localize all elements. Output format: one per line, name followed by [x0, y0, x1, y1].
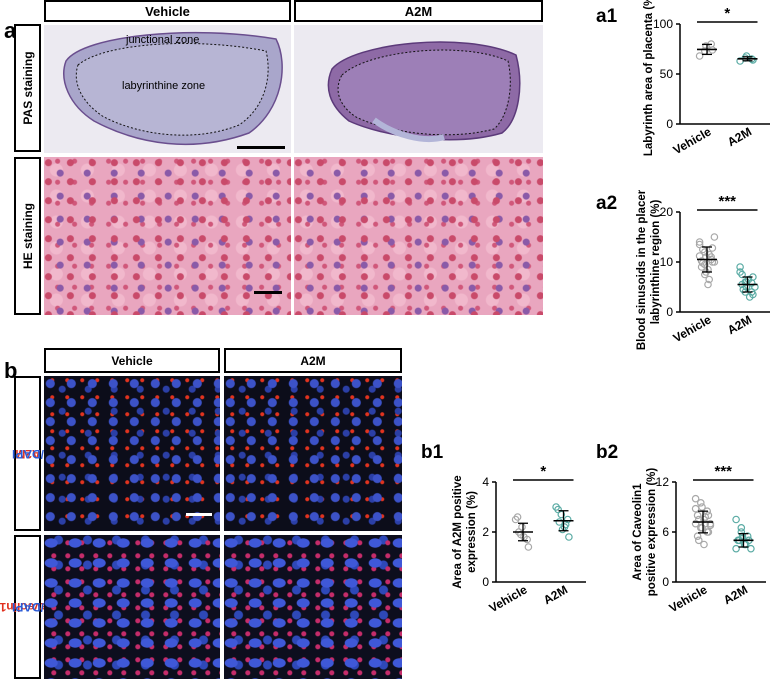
y-tick-label: 10: [660, 255, 674, 269]
data-point: [705, 275, 714, 284]
data-point: [565, 533, 573, 541]
data-point: [741, 540, 750, 549]
category-label: A2M: [725, 124, 754, 149]
category-label: Vehicle: [667, 582, 710, 615]
panel-b-row-label-caveolin1: Caveolin1/DAPI: [0, 535, 56, 679]
significance-label: *: [540, 463, 546, 480]
data-point: [693, 532, 702, 540]
a2m-dapi-a2m-image: [224, 376, 402, 531]
data-point: [749, 56, 757, 64]
significance-label: *: [724, 5, 730, 22]
data-point: [708, 244, 717, 252]
data-point: [699, 245, 707, 254]
panel-b-row-label-a2m: A2M/DAPI: [11, 376, 44, 531]
data-point: [698, 524, 706, 532]
significance-label: ***: [714, 463, 732, 480]
category-label: Vehicle: [671, 124, 714, 157]
y-tick-label: 2: [482, 525, 489, 539]
category-label: A2M: [541, 582, 570, 607]
y-tick-label: 100: [653, 17, 673, 31]
data-point: [691, 504, 700, 513]
data-point: [691, 494, 700, 503]
data-point: [704, 280, 712, 289]
data-point: [736, 263, 744, 271]
data-point: [737, 524, 746, 532]
panel-a-row-label-he: HE staining: [14, 157, 41, 315]
panel-a-header-a2m: A2M: [294, 0, 543, 22]
data-point: [749, 290, 757, 299]
y-tick-label: 0: [666, 117, 673, 131]
chart-b2-letter: b2: [596, 442, 619, 463]
data-point: [555, 518, 564, 526]
labyrinthine-zone-label: labyrinthine zone: [122, 80, 206, 92]
y-tick-label: 0: [666, 305, 673, 319]
data-point: [738, 534, 747, 543]
chart-a2-letter: a2: [596, 193, 618, 214]
data-point: [701, 513, 710, 521]
data-point: [695, 52, 704, 60]
data-point: [704, 528, 713, 536]
data-point: [695, 536, 703, 545]
caveolin1-dapi-a2m-image: [224, 535, 402, 679]
panel-a-letter: a: [4, 18, 17, 43]
y-tick-label: 6: [662, 525, 669, 539]
y-axis-label: Labyrinth area of placenta (%): [643, 0, 655, 156]
panel-b-header-vehicle: Vehicle: [44, 348, 220, 373]
y-tick-label: 0: [482, 575, 489, 589]
data-point: [710, 233, 719, 241]
he-vehicle-image: [44, 157, 291, 315]
data-point: [697, 499, 705, 507]
data-point: [695, 238, 704, 246]
y-tick-label: 50: [660, 67, 674, 81]
y-axis-label: Area of A2M positive expression (%): [452, 475, 478, 588]
panel-a-header-vehicle: Vehicle: [44, 0, 291, 22]
category-label: Vehicle: [487, 582, 530, 615]
y-tick-label: 0: [662, 575, 669, 589]
junctional-zone-label: junctional zone: [126, 34, 200, 46]
y-axis-label: Area of Caveolin1 positive expression (%): [632, 468, 658, 597]
data-point: [732, 515, 740, 524]
a2m-dapi-vehicle-image: [44, 376, 220, 531]
he-scale-bar: [254, 291, 282, 294]
data-point: [699, 259, 707, 267]
chart-a1-letter: a1: [596, 6, 618, 27]
data-point: [524, 543, 533, 551]
panel-a-row-label-pas: PAS staining: [14, 24, 41, 152]
pas-vehicle-image: junctional zone labyrinthine zone: [44, 25, 291, 153]
data-point: [738, 270, 746, 279]
data-point: [513, 513, 522, 521]
fluorescence-scale-bar: [186, 513, 212, 516]
data-point: [747, 279, 756, 287]
data-point: [700, 540, 708, 549]
y-tick-label: 12: [656, 475, 670, 489]
category-label: A2M: [725, 312, 754, 337]
panel-b-header-a2m: A2M: [224, 348, 402, 373]
data-point: [563, 515, 572, 524]
data-point: [554, 505, 562, 514]
category-label: Vehicle: [671, 312, 714, 345]
he-a2m-image: [294, 157, 543, 315]
significance-label: ***: [718, 193, 736, 210]
category-label: A2M: [721, 582, 750, 607]
chart-b1-letter: b1: [421, 442, 444, 463]
data-point: [701, 270, 709, 279]
pas-a2m-image: [294, 25, 543, 153]
y-tick-label: 4: [482, 475, 489, 489]
caveolin1-dapi-vehicle-image: [44, 535, 220, 679]
data-point: [747, 544, 755, 553]
chart-b1: 0 2 4 Area of A2M positive expression (%) Veh…: [452, 463, 586, 615]
y-tick-label: 20: [660, 205, 674, 219]
data-point: [691, 519, 700, 528]
y-axis-label: Blood sinusoids in the placental labyrint…: [636, 190, 662, 350]
data-point: [732, 544, 740, 553]
data-point: [693, 511, 702, 520]
